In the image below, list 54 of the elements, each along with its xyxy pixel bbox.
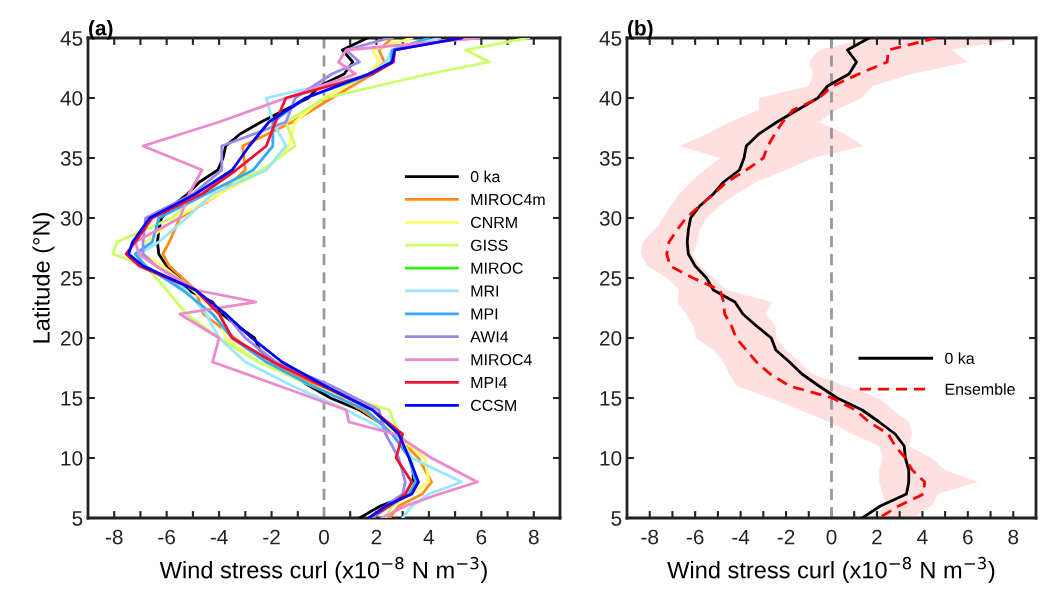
y-tick-label: 20 [61,331,83,346]
y-tick-label: 30 [60,211,83,226]
legend-label: CCSM [471,399,516,412]
y-tick-label: 25 [61,271,83,286]
x-tick-label: -8 [105,529,123,545]
x-tick-label: -6 [686,529,704,545]
x-tick-label: 4 [917,529,928,545]
y-tick-label: 5 [72,511,83,526]
y-tick-label: 40 [60,91,83,106]
legend-label: MRI [471,285,499,297]
x-tick-label: -8 [641,529,659,545]
legend-label: CNRM [471,216,517,229]
legend-label: MIROC [471,262,523,274]
legend-label: 0 ka [470,170,501,183]
x-tick-label: -6 [158,529,176,545]
x-tick-label: 0 [319,529,329,545]
y-tick-label: 40 [599,91,622,106]
legend-label: GISS [471,239,508,251]
legend-label: 0 ka [945,352,975,365]
x-tick-label: 4 [423,529,435,545]
x-axis-title: Wind stress curl (x10$^{−8}$ N m$^{−3}$) [667,556,995,584]
x-tick-label: -4 [732,529,750,545]
x-axis-title: Wind stress curl (x10$^{−8}$ N m$^{−3}$) [159,556,487,584]
y-tick-label: 15 [600,391,622,406]
legend-label: MPI [471,308,498,320]
y-tick-label: 25 [600,271,622,286]
y-tick-label: 45 [60,31,83,46]
y-tick-label: 35 [599,151,622,166]
x-tick-label: 0 [826,529,837,545]
y-tick-label: 35 [60,151,83,166]
y-tick-label: 10 [61,451,83,466]
legend-label: Ensemble [945,383,1015,395]
x-tick-label: -2 [777,529,795,545]
legend-label: AWI4 [470,331,509,343]
x-tick-label: 2 [371,529,382,545]
x-tick-label: 6 [476,529,487,545]
x-tick-label: -2 [263,529,280,545]
x-tick-label: 6 [963,529,973,545]
legend-label: MIROC4 [471,354,532,366]
x-tick-label: 8 [1008,529,1019,545]
y-tick-label: 10 [600,451,622,466]
legend-label: MIROC4m [471,193,545,206]
y-tick-label: 45 [599,31,622,46]
chart-title: (a) [89,20,113,40]
x-tick-label: -4 [210,529,228,545]
legend-label: MPI4 [471,377,508,389]
x-tick-label: 2 [872,529,882,545]
y-tick-label: 30 [599,211,622,226]
chart-title: (b) [628,20,653,40]
y-tick-label: 5 [611,511,622,526]
y-tick-label: 20 [600,331,622,346]
y-tick-label: 15 [61,391,83,406]
x-tick-label: 8 [528,529,539,545]
y-axis-title: Latitude (°N) [32,213,55,343]
